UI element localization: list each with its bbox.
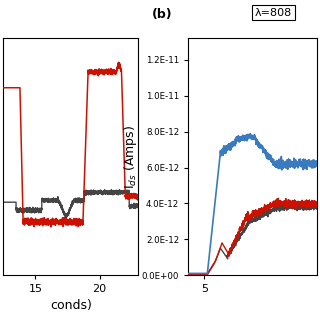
Y-axis label: I$_{ds}$ (Amps): I$_{ds}$ (Amps) — [122, 125, 139, 189]
Legend: 16 W/m², 73 W/m²: 16 W/m², 73 W/m² — [1, 0, 119, 1]
Text: (b): (b) — [152, 8, 173, 20]
Text: λ=808: λ=808 — [255, 8, 292, 18]
X-axis label: conds): conds) — [50, 299, 92, 312]
